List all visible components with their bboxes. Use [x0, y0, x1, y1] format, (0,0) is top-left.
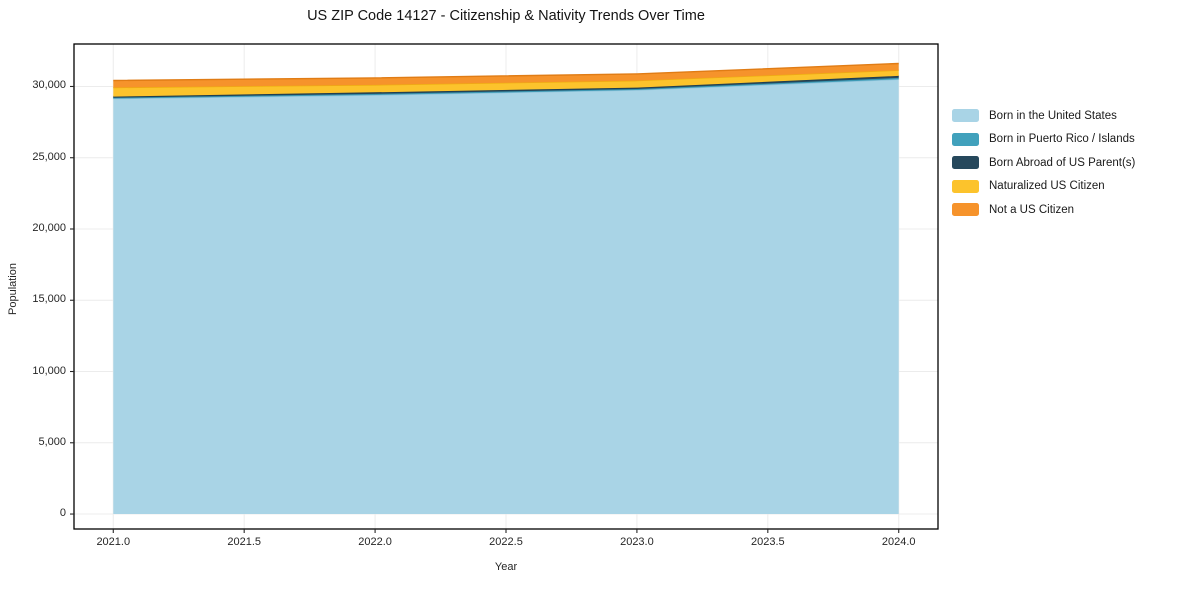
legend-item: Born Abroad of US Parent(s) — [952, 156, 1135, 169]
legend-label: Not a US Citizen — [989, 203, 1075, 216]
x-tick-label: 2022.0 — [358, 536, 392, 548]
y-tick-label: 5,000 — [38, 435, 66, 448]
legend: Born in the United States Born in Puerto … — [952, 109, 1135, 227]
legend-swatch-icon — [952, 132, 979, 146]
x-tick-label: 2021.5 — [227, 536, 261, 548]
area-edge-not-a-us-citizen — [113, 62, 899, 82]
legend-swatch-icon — [952, 179, 979, 193]
legend-label: Born Abroad of US Parent(s) — [989, 156, 1136, 169]
legend-swatch-icon — [952, 203, 979, 216]
y-tick-label: 10,000 — [32, 364, 66, 377]
area-born-in-the-united-states — [113, 79, 899, 515]
chart-title: US ZIP Code 14127 - Citizenship & Nativi… — [307, 8, 705, 24]
y-tick-label: 0 — [59, 507, 66, 520]
x-axis-label: Year — [494, 561, 518, 573]
area-not-a-us-citizen — [113, 63, 899, 88]
x-tick-label: 2023.5 — [750, 536, 785, 548]
x-tick-label: 2021.0 — [96, 536, 131, 548]
y-tick-label: 25,000 — [32, 150, 66, 163]
legend-item: Born in Puerto Rico / Islands — [952, 132, 1135, 146]
y-tick-label: 15,000 — [32, 293, 66, 306]
legend-item: Born in the United States — [952, 109, 1135, 122]
legend-label: Born in the United States — [989, 109, 1117, 122]
legend-label: Born in Puerto Rico / Islands — [989, 133, 1135, 145]
legend-label: Naturalized US Citizen — [989, 180, 1105, 192]
y-tick-label: 20,000 — [32, 221, 66, 234]
legend-swatch-icon — [952, 109, 979, 122]
y-tick-label: 30,000 — [32, 79, 66, 92]
y-axis-label: Population — [7, 263, 19, 315]
legend-swatch-icon — [952, 156, 979, 169]
x-tick-label: 2022.5 — [489, 536, 523, 548]
x-tick-label: 2024.0 — [881, 536, 916, 548]
legend-item: Naturalized US Citizen — [952, 179, 1135, 193]
legend-item: Not a US Citizen — [952, 203, 1135, 216]
x-tick-label: 2023.0 — [620, 536, 654, 548]
